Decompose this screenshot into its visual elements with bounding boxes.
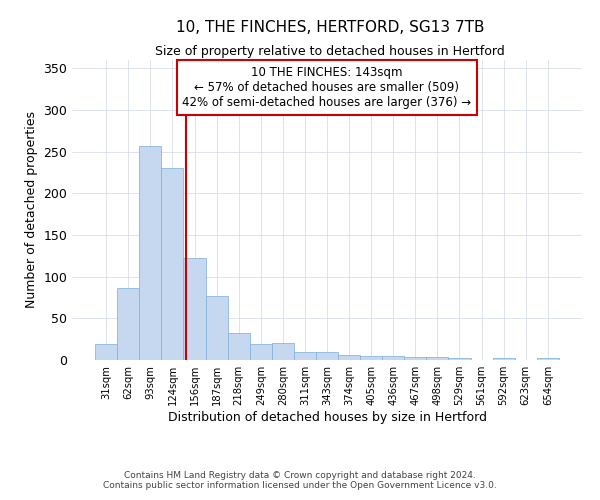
Bar bbox=[360, 356, 382, 360]
Bar bbox=[139, 146, 161, 360]
Bar bbox=[404, 356, 427, 360]
Bar bbox=[272, 344, 294, 360]
Text: Contains HM Land Registry data © Crown copyright and database right 2024.
Contai: Contains HM Land Registry data © Crown c… bbox=[103, 470, 497, 490]
Y-axis label: Number of detached properties: Number of detached properties bbox=[25, 112, 38, 308]
Bar bbox=[537, 358, 559, 360]
Bar bbox=[493, 358, 515, 360]
Bar bbox=[206, 296, 227, 360]
Bar bbox=[382, 356, 404, 360]
Text: 10, THE FINCHES, HERTFORD, SG13 7TB: 10, THE FINCHES, HERTFORD, SG13 7TB bbox=[176, 20, 484, 35]
Bar bbox=[427, 356, 448, 360]
Bar bbox=[250, 344, 272, 360]
Bar bbox=[448, 358, 470, 360]
Bar bbox=[161, 168, 184, 360]
Bar bbox=[338, 355, 360, 360]
Bar bbox=[117, 288, 139, 360]
Bar bbox=[227, 332, 250, 360]
Bar bbox=[95, 344, 117, 360]
X-axis label: Distribution of detached houses by size in Hertford: Distribution of detached houses by size … bbox=[167, 411, 487, 424]
Bar bbox=[184, 258, 206, 360]
Bar bbox=[294, 352, 316, 360]
Bar bbox=[316, 352, 338, 360]
Text: Size of property relative to detached houses in Hertford: Size of property relative to detached ho… bbox=[155, 45, 505, 58]
Text: 10 THE FINCHES: 143sqm
← 57% of detached houses are smaller (509)
42% of semi-de: 10 THE FINCHES: 143sqm ← 57% of detached… bbox=[182, 66, 472, 109]
